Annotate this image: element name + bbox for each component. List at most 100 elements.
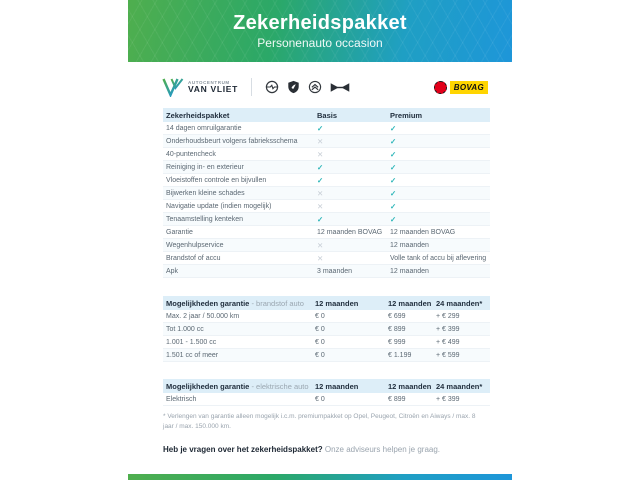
footnote: * Verlengen van garantie alleen mogelijk… — [163, 413, 476, 431]
check-icon: ✓ — [390, 149, 397, 159]
fuel-warranty-table: Mogelijkheden garantie - brandstof auto … — [163, 296, 490, 362]
table-row: Onderhoudsbeurt volgens fabrieksschema ✕ ✓ — [163, 135, 490, 148]
cell-value: € 0 — [315, 312, 325, 320]
cell-value: € 699 — [388, 312, 406, 320]
peugeot-logo-icon — [287, 80, 300, 94]
row-label: Brandstof of accu — [166, 254, 221, 262]
cell-value: € 899 — [388, 325, 406, 333]
row-label: Tot 1.000 cc — [166, 325, 204, 333]
package-table-rows: 14 dagen omruilgarantie ✓ ✓ Onderhoudsbeurt… — [163, 122, 490, 278]
check-icon: ✓ — [390, 136, 397, 146]
table-row: 40-puntencheck ✕ ✓ — [163, 148, 490, 161]
cell-value: + € 399 — [436, 395, 460, 403]
cell-value: 12 maanden BOVAG — [317, 228, 383, 236]
logo-divider — [251, 78, 253, 96]
check-icon: ✓ — [317, 214, 324, 224]
hero-banner: Zekerheidspakket Personenauto occasion — [128, 0, 512, 62]
row-label: 1.001 - 1.500 cc — [166, 338, 217, 346]
cell-value: € 0 — [315, 395, 325, 403]
cell-value: 12 maanden — [390, 267, 429, 275]
cell-value: + € 499 — [436, 338, 460, 346]
fuel-table-rows: Max. 2 jaar / 50.000 km € 0 € 699 + € 299 To… — [163, 310, 490, 362]
cta-line: Heb je vragen over het zekerheidspakket?… — [163, 445, 490, 454]
row-label: Onderhoudsbeurt volgens fabrieksschema — [166, 137, 298, 145]
dealer-name-bottom: VAN VLIET — [188, 83, 239, 94]
column-header-premium: Premium — [390, 110, 423, 120]
row-label: Vloeistoffen controle en bijvullen — [166, 176, 267, 184]
row-label: Max. 2 jaar / 50.000 km — [166, 312, 240, 320]
row-label: 14 dagen omruilgarantie — [166, 124, 242, 132]
brand-logos — [265, 80, 350, 94]
electric-table-rows: Elektrisch € 0 € 899 + € 399 — [163, 393, 490, 406]
column-header-zekerheidspakket: Zekerheidspakket — [166, 110, 230, 120]
page-subtitle: Personenauto occasion — [257, 36, 383, 50]
fuel-table-title-light: - brandstof auto — [249, 298, 304, 308]
bovag-wheel-icon — [433, 80, 447, 94]
fuel-col-12-maanden-premium: 12 maanden — [388, 298, 432, 308]
table-row: Wegenhulpservice ✕ 12 maanden — [163, 239, 490, 252]
fuel-table-title: Mogelijkheden garantie - brandstof auto — [163, 299, 312, 308]
row-label: Apk — [166, 267, 179, 275]
check-icon: ✓ — [317, 162, 324, 172]
table-row: 1.001 - 1.500 cc € 0 € 999 + € 499 — [163, 336, 490, 349]
check-icon: ✓ — [390, 175, 397, 185]
row-label: Wegenhulpservice — [166, 241, 224, 249]
check-icon: ✓ — [390, 123, 397, 133]
cell-value: € 999 — [388, 338, 406, 346]
table-row: Brandstof of accu ✕ Volle tank of accu bij… — [163, 252, 490, 265]
electric-table-title-light: - elektrische auto — [249, 381, 309, 391]
cell-value: € 1.199 — [388, 351, 412, 359]
cell-value: 3 maanden — [317, 267, 353, 275]
van-vliet-logo: AUTOCENTRUM VAN VLIET — [162, 77, 238, 97]
cell-value: € 0 — [315, 325, 325, 333]
table-row: Tot 1.000 cc € 0 € 899 + € 399 — [163, 323, 490, 336]
dealer-logo-group: AUTOCENTRUM VAN VLIET — [162, 77, 350, 97]
aiways-logo-icon — [330, 81, 350, 94]
electric-col-24-maanden: 24 maanden* — [436, 381, 483, 391]
cta-answer: Onze adviseurs helpen je graag. — [322, 445, 441, 455]
page-title: Zekerheidspakket — [233, 12, 407, 34]
cell-value: + € 399 — [436, 325, 460, 333]
zekerheidspakket-page: Zekerheidspakket Personenauto occasion A… — [128, 0, 512, 480]
electric-table-title-bold: Mogelijkheden garantie — [166, 381, 250, 391]
row-label: Navigatie update (indien mogelijk) — [166, 202, 272, 210]
check-icon: ✓ — [390, 162, 397, 172]
tables-section: Zekerheidspakket Basis Premium 14 dagen … — [128, 108, 512, 406]
cell-value: 12 maanden — [390, 241, 429, 249]
cross-icon: ✕ — [317, 136, 324, 146]
cross-icon: ✕ — [317, 201, 324, 211]
table-row: Vloeistoffen controle en bijvullen ✓ ✓ — [163, 174, 490, 187]
table-row: 1.501 cc of meer € 0 € 1.199 + € 599 — [163, 349, 490, 362]
cell-value: € 899 — [388, 395, 406, 403]
table-row: Garantie 12 maanden BOVAG 12 maanden BOVAG — [163, 226, 490, 239]
bottom-gradient-bar — [128, 474, 512, 480]
row-label: 1.501 cc of meer — [166, 351, 219, 359]
electric-table-title: Mogelijkheden garantie - elektrische aut… — [163, 382, 312, 391]
bovag-label: BOVAG — [449, 80, 488, 94]
row-label: Elektrisch — [166, 395, 197, 403]
cta-question: Heb je vragen over het zekerheidspakket? — [163, 445, 323, 455]
table-row: Elektrisch € 0 € 899 + € 399 — [163, 393, 490, 406]
table-row: Tenaamstelling kenteken ✓ ✓ — [163, 213, 490, 226]
cross-icon: ✕ — [317, 188, 324, 198]
table-row: Apk 3 maanden 12 maanden — [163, 265, 490, 278]
cell-value: + € 299 — [436, 312, 460, 320]
fuel-col-12-maanden-basis: 12 maanden — [315, 298, 359, 308]
cell-value: € 0 — [315, 338, 325, 346]
cross-icon: ✕ — [317, 240, 324, 250]
check-icon: ✓ — [390, 188, 397, 198]
check-icon: ✓ — [390, 214, 397, 224]
package-table: Zekerheidspakket Basis Premium 14 dagen … — [163, 108, 490, 278]
bovag-logo: BOVAG — [433, 80, 488, 94]
cell-value: + € 599 — [436, 351, 460, 359]
table-row: Max. 2 jaar / 50.000 km € 0 € 699 + € 299 — [163, 310, 490, 323]
row-label: Garantie — [166, 228, 193, 236]
dealer-name: AUTOCENTRUM VAN VLIET — [188, 80, 238, 95]
table-row: Navigatie update (indien mogelijk) ✕ ✓ — [163, 200, 490, 213]
row-label: Bijwerken kleine schades — [166, 189, 245, 197]
dealer-name-top: AUTOCENTRUM — [188, 79, 230, 85]
cell-value: 12 maanden BOVAG — [390, 228, 456, 236]
cross-icon: ✕ — [317, 253, 324, 263]
cell-value: € 0 — [315, 351, 325, 359]
fuel-table-title-bold: Mogelijkheden garantie — [166, 298, 250, 308]
